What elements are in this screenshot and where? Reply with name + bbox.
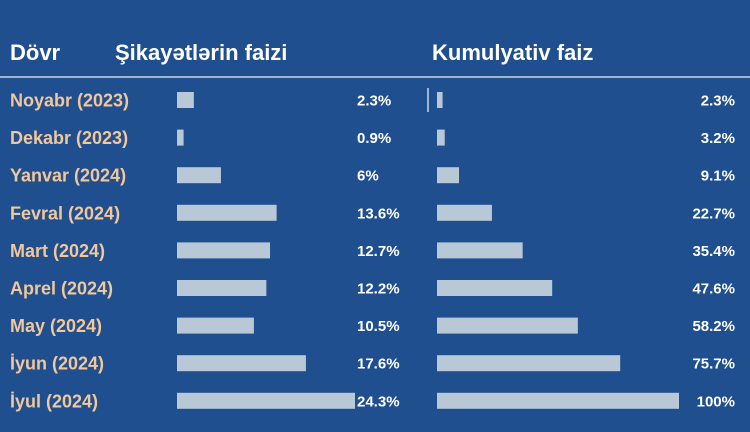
cumulative-bar — [437, 317, 578, 334]
share-value-label: 6% — [357, 168, 379, 185]
cumulative-bar — [437, 242, 523, 259]
cumulative-value-label: 35.4% — [692, 243, 735, 260]
cumulative-bar — [437, 92, 443, 108]
cumulative-value-label: 47.6% — [692, 281, 735, 298]
share-value-label: 13.6% — [357, 205, 400, 222]
share-bar — [177, 317, 254, 334]
category-label: Dekabr (2023) — [10, 128, 128, 148]
share-bar — [177, 92, 194, 108]
category-label: May (2024) — [10, 316, 102, 336]
share-value-label: 17.6% — [357, 356, 400, 373]
share-bar — [177, 129, 184, 146]
cumulative-bar — [437, 129, 445, 146]
cumulative-value-label: 9.1% — [701, 168, 735, 185]
share-value-label: 2.3% — [357, 93, 391, 110]
cumulative-value-label: 2.3% — [701, 93, 735, 110]
header-cumulative: Kumulyativ faiz — [432, 40, 593, 65]
cumulative-bar — [437, 355, 621, 372]
cumulative-value-label: 58.2% — [692, 318, 735, 335]
share-bar — [177, 167, 221, 184]
share-bar — [177, 280, 267, 296]
category-label: İyul (2024) — [10, 391, 98, 411]
cumulative-bar — [437, 204, 492, 221]
header-share: Şikayətlərin faizi — [115, 40, 287, 65]
cumulative-value-label: 3.2% — [701, 130, 735, 147]
share-value-label: 24.3% — [357, 393, 400, 410]
share-bar — [177, 204, 277, 221]
category-label: İyun (2024) — [10, 354, 104, 374]
share-value-label: 12.2% — [357, 281, 400, 298]
share-bar — [177, 242, 271, 259]
cumulative-value-label: 100% — [697, 393, 735, 410]
share-bar — [177, 392, 355, 409]
cumulative-bar — [437, 392, 679, 409]
cumulative-bar — [437, 280, 553, 296]
header-period: Dövr — [10, 40, 61, 65]
category-label: Fevral (2024) — [10, 203, 120, 223]
cumulative-bar — [437, 167, 460, 184]
category-label: Noyabr (2023) — [10, 91, 129, 111]
share-value-label: 0.9% — [357, 130, 391, 147]
category-label: Aprel (2024) — [10, 279, 113, 299]
share-value-label: 12.7% — [357, 243, 400, 260]
category-label: Mart (2024) — [10, 241, 105, 261]
share-value-label: 10.5% — [357, 318, 400, 335]
cumulative-value-label: 75.7% — [692, 356, 735, 373]
category-label: Yanvar (2024) — [10, 166, 126, 186]
share-bar — [177, 355, 306, 372]
cumulative-value-label: 22.7% — [692, 205, 735, 222]
